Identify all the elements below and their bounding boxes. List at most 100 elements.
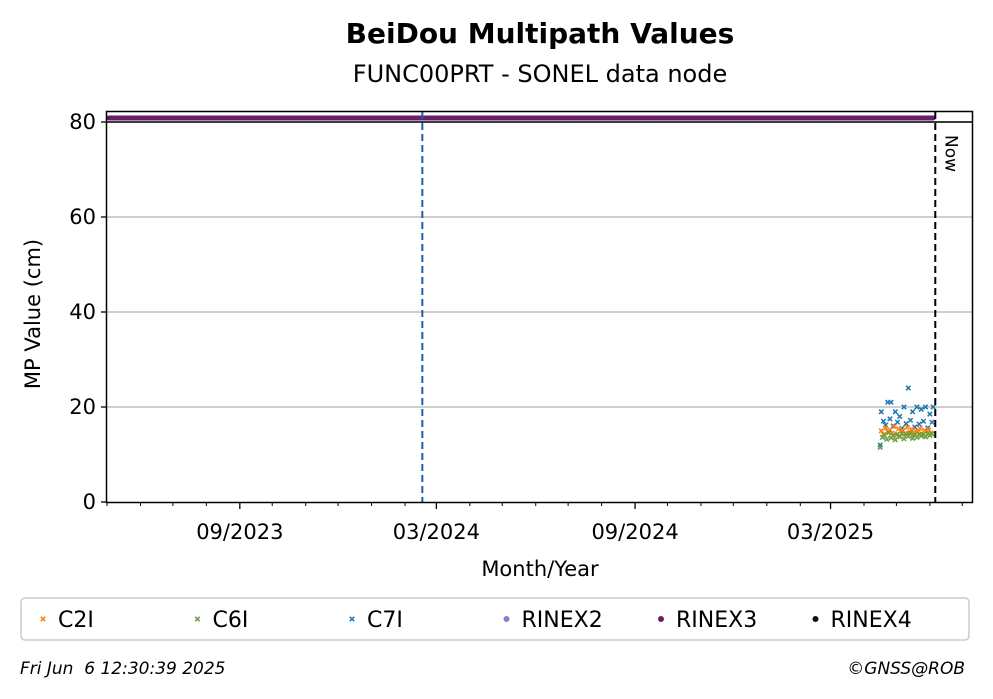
- rinex3-point: [438, 115, 444, 121]
- rinex3-point: [199, 115, 204, 121]
- rinex3-point: [749, 115, 754, 121]
- x-tick-label: 03/2025: [787, 520, 874, 544]
- rinex3-point: [514, 115, 519, 121]
- rinex3-point: [442, 115, 448, 121]
- rinex3-point: [451, 115, 456, 121]
- rinex3-point: [522, 115, 528, 121]
- rinex3-point: [610, 115, 616, 121]
- rinex3-point: [896, 115, 901, 121]
- rinex3-point: [383, 115, 389, 121]
- rinex3-point: [690, 115, 696, 121]
- rinex3-point: [757, 115, 763, 121]
- c6i-point: [890, 432, 896, 439]
- rinex3-point: [614, 115, 620, 121]
- c7i-point: [901, 404, 907, 410]
- rinex3-point: [736, 115, 742, 121]
- rinex3-point: [392, 115, 397, 121]
- rinex3-point: [787, 115, 792, 121]
- rinex3-point: [493, 115, 498, 121]
- c2i-point: [917, 425, 923, 432]
- rinex3-point: [350, 115, 355, 121]
- rinex3-point: [862, 115, 868, 121]
- x-axis-label: Month/Year: [481, 557, 599, 581]
- c6i-point: [922, 434, 929, 440]
- footer-timestamp: Fri Jun 6 12:30:39 2025: [20, 659, 226, 679]
- rinex3-point: [106, 115, 112, 121]
- rinex3-point: [774, 115, 780, 121]
- c2i-point: [904, 424, 910, 431]
- rinex3-point: [127, 115, 133, 121]
- rinex3-point: [509, 115, 515, 121]
- legend-item: C2I: [40, 608, 94, 633]
- rinex3-point: [770, 115, 775, 121]
- y-tick-label: 60: [69, 205, 96, 229]
- legend-marker: [658, 616, 664, 622]
- rinex3-point: [631, 115, 637, 121]
- rinex3-point: [467, 115, 473, 121]
- rinex3-point: [845, 115, 851, 121]
- rinex3-point: [791, 115, 796, 121]
- c7i-point: [903, 420, 909, 427]
- rinex3-point: [745, 115, 750, 121]
- rinex3-point: [677, 115, 683, 121]
- rinex3-point: [925, 115, 931, 121]
- c7i-point: [888, 399, 894, 405]
- c6i-point: [883, 436, 890, 443]
- rinex3-point: [665, 115, 670, 121]
- rinex3-point: [375, 115, 381, 121]
- rinex3-point: [782, 115, 788, 121]
- rinex3-point: [161, 115, 167, 121]
- c6i-point: [929, 431, 935, 437]
- rinex3-point: [404, 115, 410, 121]
- legend-marker: [194, 616, 201, 622]
- rinex3-point: [715, 115, 721, 121]
- rinex3-point: [266, 115, 271, 121]
- rinex3-point: [169, 115, 175, 121]
- rinex3-point: [518, 115, 523, 121]
- rinex3-point: [446, 115, 452, 121]
- rinex3-point: [535, 115, 540, 121]
- rinex3-point: [900, 115, 906, 121]
- c6i-point: [886, 429, 892, 436]
- rinex3-point: [766, 115, 771, 121]
- data-points: [877, 385, 936, 451]
- rinex3-point: [190, 115, 196, 121]
- rinex3-point: [358, 115, 364, 121]
- rinex3-point: [854, 115, 859, 121]
- legend-item: RINEX2: [503, 608, 603, 633]
- rinex3-point: [837, 115, 843, 121]
- rinex3-point: [413, 115, 418, 121]
- rinex3-point: [417, 115, 423, 121]
- c6i-point: [914, 434, 920, 441]
- rinex3-point: [270, 115, 276, 121]
- rinex3-point: [312, 115, 318, 121]
- rinex3-point: [656, 115, 662, 121]
- legend-label: RINEX2: [522, 608, 603, 633]
- rinex3-point: [274, 115, 280, 121]
- rinex3-point: [753, 115, 759, 121]
- rinex3-point: [539, 115, 544, 121]
- rinex3-point: [644, 115, 649, 121]
- rinex3-point: [295, 115, 301, 121]
- rinex3-point: [703, 115, 708, 121]
- rinex3-point: [598, 115, 603, 121]
- rinex3-point: [686, 115, 691, 121]
- legend-label: RINEX4: [831, 608, 912, 633]
- rinex3-point: [564, 115, 570, 121]
- rinex3-point: [812, 115, 817, 121]
- rinex3-point: [652, 115, 658, 121]
- c6i-point: [881, 432, 888, 438]
- x-tick-label: 09/2023: [196, 520, 283, 544]
- rinex3-point: [921, 115, 927, 121]
- c7i-point: [909, 409, 916, 415]
- c7i-point: [927, 411, 933, 417]
- rinex3-point: [325, 115, 330, 121]
- rinex3-point: [577, 115, 582, 121]
- rinex3-point: [883, 115, 889, 121]
- c6i-point: [905, 433, 912, 440]
- rinex3-point: [606, 115, 612, 121]
- rinex3-point: [585, 115, 591, 121]
- c7i-point: [918, 406, 924, 413]
- rinex3-point: [434, 115, 439, 121]
